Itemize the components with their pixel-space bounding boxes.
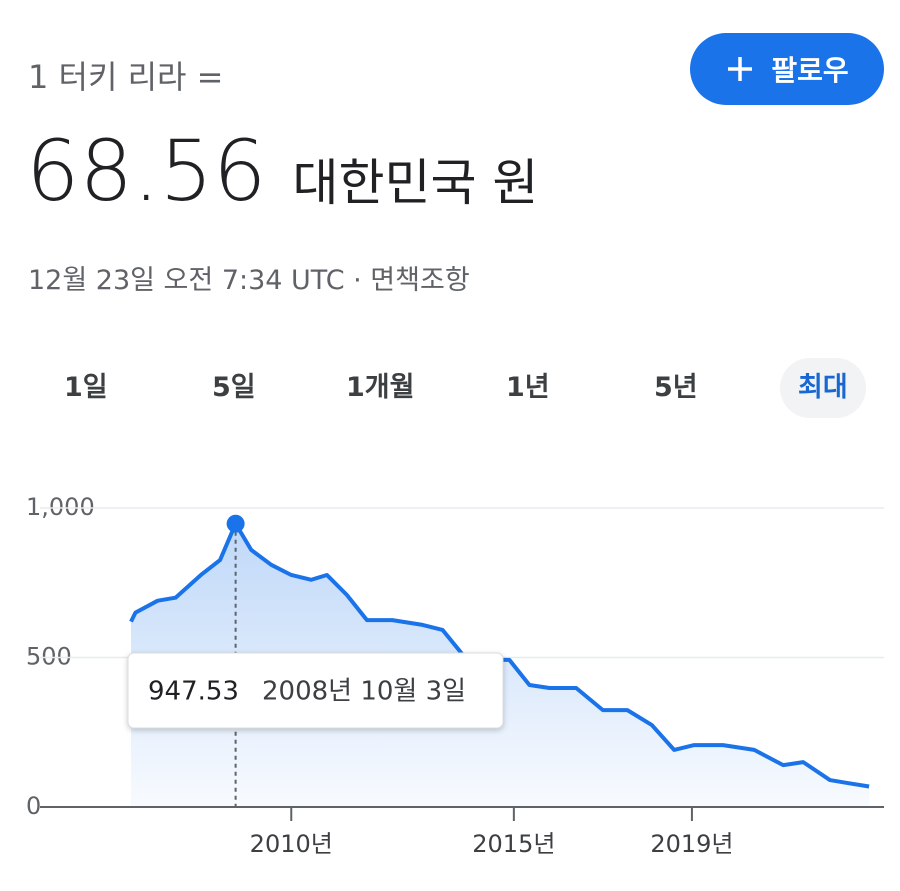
- range-tab[interactable]: 5일: [212, 372, 256, 403]
- quote-currency: 대한민국 원: [292, 154, 539, 212]
- range-tabs: 1일 5일 1개월 1년 5년 최대: [20, 358, 890, 418]
- chart: 0 500 1,000 2010년 2015년 2019년 947.53 2008년 10월 …: [26, 493, 884, 858]
- x-tick-label: 2019년: [650, 830, 733, 858]
- tooltip-value: 947.53: [148, 677, 239, 707]
- range-tab[interactable]: 최대: [780, 358, 866, 418]
- range-tab[interactable]: 1개월: [346, 372, 415, 403]
- x-tick-label: 2015년: [472, 830, 555, 858]
- y-tick-label: 1,000: [26, 493, 95, 521]
- base-currency: 1 터키 리라 =: [28, 58, 224, 96]
- range-tab[interactable]: 1년: [506, 372, 550, 403]
- follow-label: 팔로우: [771, 54, 849, 87]
- range-tab[interactable]: 1일: [64, 372, 108, 403]
- tooltip-box: [127, 652, 504, 729]
- y-tick-label: 500: [26, 643, 72, 671]
- x-tick-label: 2010년: [250, 830, 333, 858]
- tooltip-date: 2008년 10월 3일: [262, 677, 466, 707]
- rate: 68.56: [26, 122, 267, 220]
- timestamp: 12월 23일 오전 7:34 UTC · 면책조항: [28, 265, 470, 296]
- range-tab[interactable]: 5년: [654, 372, 698, 403]
- y-tick-label: 0: [26, 792, 41, 820]
- rate-row: 68.56 대한민국 원: [26, 122, 538, 220]
- plus-icon: [728, 57, 753, 81]
- highlight-point: [226, 514, 245, 533]
- tooltip: 947.53 2008년 10월 3일: [127, 652, 504, 729]
- follow-button[interactable]: 팔로우: [690, 33, 884, 105]
